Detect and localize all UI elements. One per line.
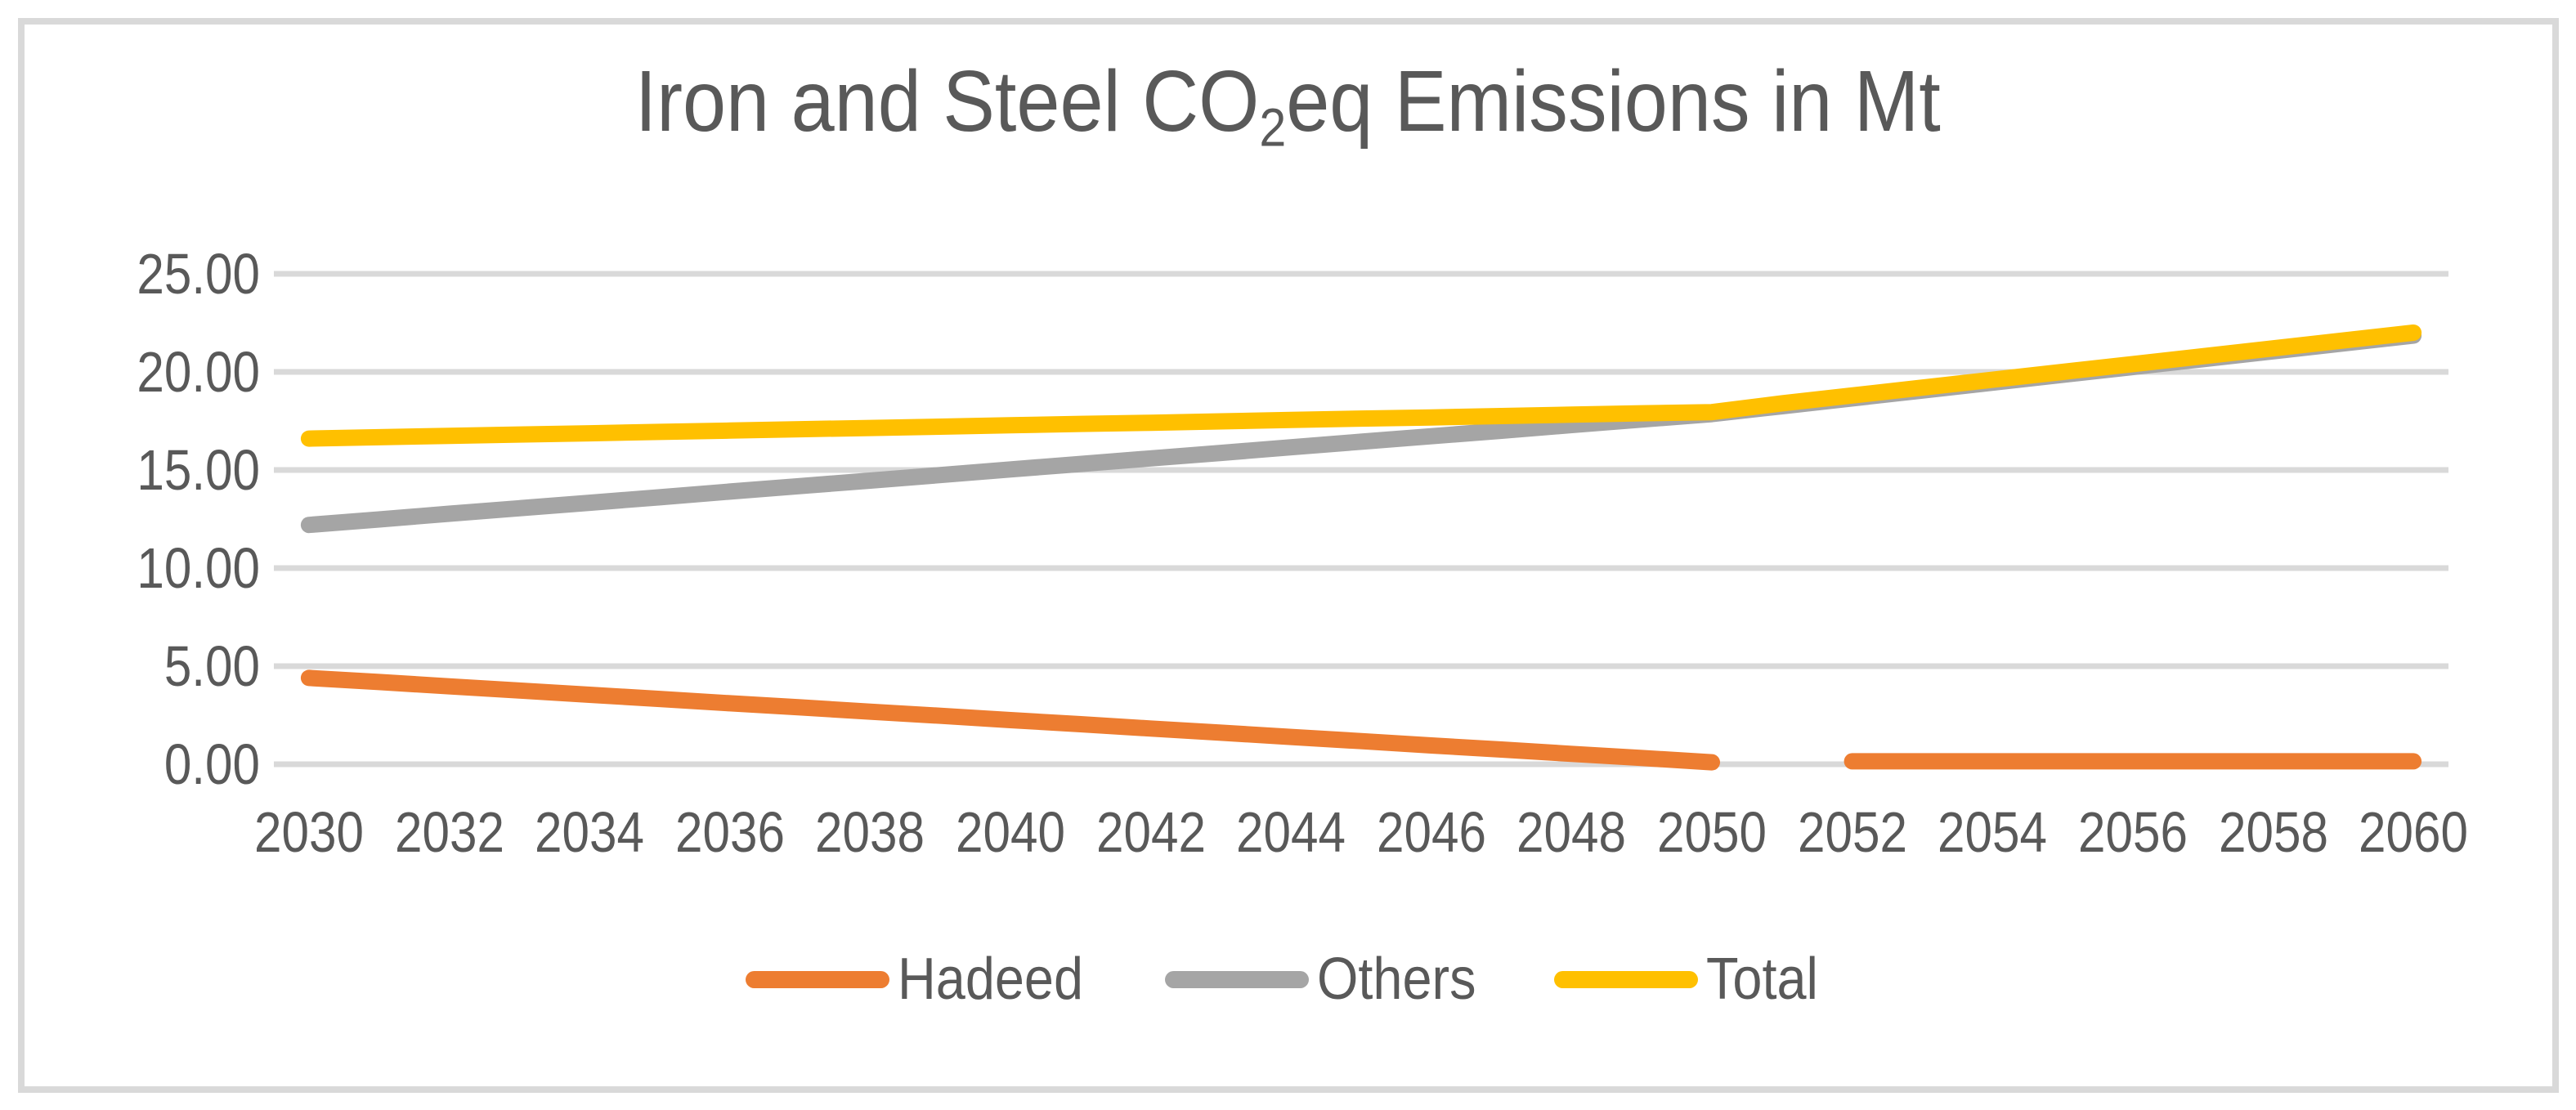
legend-label-hadeed: Hadeed xyxy=(898,947,1084,1012)
legend-swatch-hadeed xyxy=(746,970,890,988)
title-suffix: eq Emissions in Mt xyxy=(1286,53,1942,150)
x-tick-label-2054: 2054 xyxy=(1938,800,2048,864)
title-prefix: Iron and Steel CO xyxy=(634,53,1260,150)
y-tick-label-20.00: 20.00 xyxy=(137,340,260,404)
legend-item-others: Others xyxy=(1164,947,1494,1012)
legend-item-hadeed: Hadeed xyxy=(746,947,1104,1012)
x-tick-label-2042: 2042 xyxy=(1095,800,1206,864)
series-line-total xyxy=(300,324,2422,447)
series-line-hadeed xyxy=(300,669,2422,771)
title-subscript: 2 xyxy=(1259,97,1287,158)
x-tick-label-2034: 2034 xyxy=(535,800,645,864)
chart-frame xyxy=(18,18,2559,1093)
x-tick-label-2036: 2036 xyxy=(674,800,785,864)
chart-title: Iron and Steel CO2eq Emissions in Mt xyxy=(0,47,2576,157)
x-tick-label-2044: 2044 xyxy=(1236,800,1346,864)
x-tick-label-2046: 2046 xyxy=(1376,800,1486,864)
legend-swatch-others xyxy=(1164,970,1309,988)
x-tick-label-2050: 2050 xyxy=(1657,800,1767,864)
x-tick-label-2038: 2038 xyxy=(815,800,925,864)
x-tick-label-2048: 2048 xyxy=(1516,800,1627,864)
chart-title-text: Iron and Steel CO2eq Emissions in Mt xyxy=(634,47,1942,157)
legend-swatch-total xyxy=(1553,970,1698,988)
legend-item-total: Total xyxy=(1553,947,1830,1012)
y-tick-label-5.00: 5.00 xyxy=(164,634,260,698)
legend-label-total: Total xyxy=(1705,947,1818,1012)
y-tick-label-0.00: 0.00 xyxy=(164,732,260,796)
y-tick-label-10.00: 10.00 xyxy=(137,536,260,600)
x-tick-label-2030: 2030 xyxy=(253,800,364,864)
x-tick-label-2060: 2060 xyxy=(2359,800,2469,864)
x-tick-label-2056: 2056 xyxy=(2077,800,2188,864)
y-tick-label-15.00: 15.00 xyxy=(137,438,260,502)
x-tick-label-2040: 2040 xyxy=(956,800,1065,864)
legend-label-others: Others xyxy=(1316,947,1476,1012)
x-tick-label-2058: 2058 xyxy=(2218,800,2328,864)
x-tick-label-2032: 2032 xyxy=(394,800,504,864)
y-tick-label-25.00: 25.00 xyxy=(137,242,260,306)
legend: Hadeed Others Total xyxy=(0,945,2576,1014)
x-tick-label-2052: 2052 xyxy=(1797,800,1907,864)
